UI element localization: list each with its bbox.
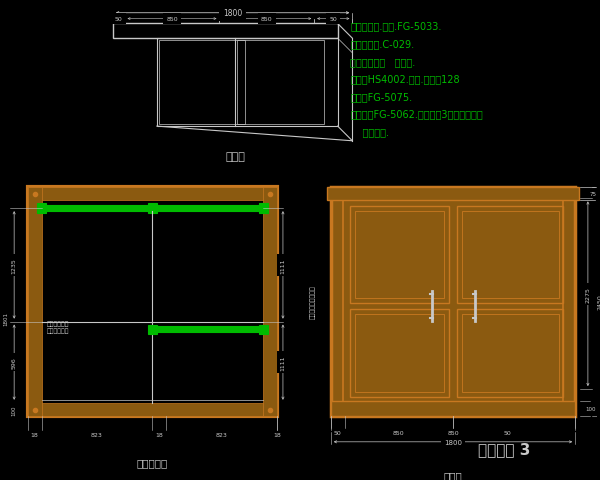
Text: 1111: 1111	[280, 258, 286, 273]
Text: 823: 823	[91, 432, 103, 437]
Bar	[28, 187, 41, 417]
Text: 1801: 1801	[4, 311, 9, 325]
Text: 850: 850	[261, 17, 272, 22]
Bar	[41, 206, 263, 212]
Bar	[152, 327, 263, 333]
Bar	[28, 187, 277, 201]
Text: 罗马柱：FG-5062.中间只做3条拉槽工艺，: 罗马柱：FG-5062.中间只做3条拉槽工艺，	[350, 109, 483, 119]
Bar	[350, 310, 449, 397]
Text: 内部结构图: 内部结构图	[137, 457, 168, 468]
Text: 823: 823	[215, 432, 227, 437]
Text: 18: 18	[273, 432, 281, 437]
Text: 850: 850	[166, 17, 178, 22]
Bar	[355, 314, 444, 392]
Bar	[259, 204, 268, 214]
Text: 50: 50	[329, 17, 337, 22]
Text: 拉手：HS4002.青古.孔距：128: 拉手：HS4002.青古.孔距：128	[350, 74, 460, 84]
Text: 门型：实木.红橡.FG-5033.: 门型：实木.红橡.FG-5033.	[350, 22, 442, 32]
Text: 三节轨普通抽: 三节轨普通抽	[46, 328, 69, 334]
Bar	[28, 403, 277, 417]
Text: 三节轨格子抽: 三节轨格子抽	[46, 320, 69, 326]
Text: 柜体：白色，   颠粒板.: 柜体：白色， 颠粒板.	[350, 57, 416, 67]
Bar	[237, 41, 323, 125]
Bar	[259, 325, 268, 335]
Text: 二楼主卧 3: 二楼主卧 3	[478, 441, 530, 456]
Text: 596: 596	[11, 357, 17, 368]
Bar	[343, 199, 563, 405]
Text: 平面图: 平面图	[225, 151, 245, 161]
Text: 1800: 1800	[223, 9, 242, 18]
Bar	[331, 187, 575, 417]
Bar	[355, 212, 444, 299]
Bar	[157, 39, 338, 127]
Text: 50: 50	[334, 430, 341, 435]
Text: 1235: 1235	[11, 257, 17, 273]
Text: 门板图: 门板图	[443, 470, 463, 480]
Text: 18: 18	[16, 406, 20, 412]
Text: 850: 850	[447, 430, 459, 435]
Bar	[28, 187, 277, 417]
Bar	[148, 325, 157, 335]
Text: 2275: 2275	[586, 286, 590, 302]
Bar	[331, 401, 575, 417]
Text: 顶线：FG-5075.: 顶线：FG-5075.	[350, 92, 413, 102]
Bar	[462, 314, 559, 392]
Text: 100: 100	[585, 406, 595, 411]
Bar	[263, 187, 277, 417]
Bar	[159, 41, 245, 125]
Text: 75: 75	[590, 192, 597, 197]
Bar	[462, 212, 559, 299]
Bar	[113, 24, 338, 39]
Text: 不带两头.: 不带两头.	[350, 127, 389, 137]
Text: 2450: 2450	[597, 294, 600, 310]
Bar	[457, 310, 563, 397]
Text: 18: 18	[155, 432, 163, 437]
Bar	[457, 207, 563, 303]
Text: 18: 18	[31, 432, 38, 437]
Text: 100: 100	[11, 405, 17, 415]
Text: 侧面加同门型见光板: 侧面加同门型见光板	[310, 285, 316, 319]
Bar	[148, 204, 157, 214]
Bar	[327, 187, 579, 201]
Text: 1111: 1111	[280, 355, 286, 370]
Text: 1808: 1808	[0, 311, 1, 325]
Text: 850: 850	[393, 430, 404, 435]
Text: 1800: 1800	[444, 439, 462, 445]
Bar	[350, 207, 449, 303]
Text: 50: 50	[115, 17, 122, 22]
Bar	[37, 204, 46, 214]
Text: 颜色：白色.C-029.: 颜色：白色.C-029.	[350, 39, 415, 49]
Text: 50: 50	[503, 430, 511, 435]
